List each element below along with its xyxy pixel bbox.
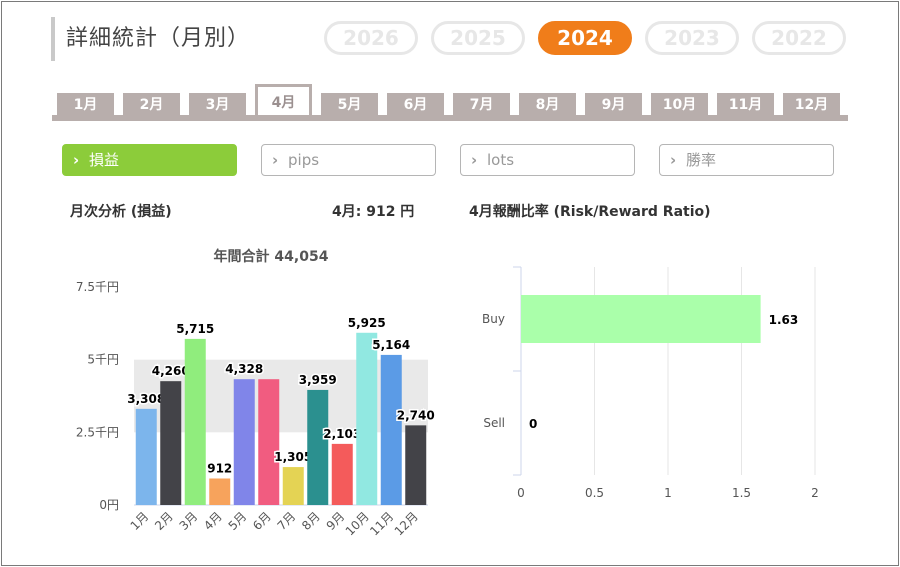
- x-tick-label: 0.5: [585, 486, 604, 500]
- monthly-pl-chart: 0円 2.5千円 5千円 7.5千円 年間合計 44,054 3,308 1月 4,260 2月…: [76, 248, 436, 538]
- x-tick-label: 8月: [299, 509, 323, 533]
- month-tab-baseline: [52, 115, 848, 121]
- filter-label: 勝率: [686, 151, 717, 169]
- bar-buy[interactable]: [521, 295, 761, 343]
- bar-data-label: 3,959: [299, 373, 337, 387]
- x-tick-label: 12月: [392, 509, 421, 538]
- x-tick-label: 1: [664, 486, 672, 500]
- chart-title: 年間合計 44,054: [214, 248, 329, 265]
- x-tick-label: 5月: [226, 509, 250, 533]
- bar-data-label: 4,260: [152, 364, 190, 378]
- x-tick-label: 3月: [177, 509, 201, 533]
- bar-9月[interactable]: [331, 443, 353, 505]
- chevron-right-icon: ›: [73, 151, 80, 169]
- bar-6月[interactable]: [258, 379, 280, 505]
- y-tick-label: 5千円: [87, 353, 119, 367]
- x-tick-label: 2: [811, 486, 819, 500]
- y-tick-label: 0円: [99, 498, 119, 512]
- category-label: Sell: [483, 416, 505, 430]
- month-tab-5[interactable]: 5月: [321, 93, 378, 117]
- month-tab-11[interactable]: 11月: [717, 93, 774, 117]
- bar-data-label: 4,328: [225, 362, 263, 376]
- year-tab-2023[interactable]: 2023: [645, 21, 739, 55]
- year-tab-2022[interactable]: 2022: [752, 21, 846, 55]
- y-tick-label: 7.5千円: [76, 280, 119, 294]
- month-tab-6[interactable]: 6月: [387, 93, 444, 117]
- bar-7月[interactable]: [282, 467, 304, 505]
- bar-12月[interactable]: [405, 425, 427, 505]
- bar-data-label: 5,715: [176, 322, 214, 336]
- month-tab-3[interactable]: 3月: [189, 93, 246, 117]
- month-tab-8[interactable]: 8月: [519, 93, 576, 117]
- bar-5月[interactable]: [233, 379, 255, 505]
- month-tab-2[interactable]: 2月: [123, 93, 180, 117]
- chevron-right-icon: ›: [670, 151, 677, 169]
- bar-data-label: 0: [529, 417, 537, 431]
- x-tick-label: 10月: [343, 509, 372, 538]
- bar-data-label: 1,305: [274, 450, 312, 464]
- risk-reward-chart: 0 0.5 1 1.5 2 Buy 1.63 Sell 0: [482, 266, 819, 500]
- month-tab-12[interactable]: 12月: [783, 93, 840, 117]
- month-tab-9[interactable]: 9月: [585, 93, 642, 117]
- y-tick-label: 2.5千円: [76, 425, 119, 439]
- x-tick-label: 1月: [128, 509, 152, 533]
- chart-band: [134, 359, 428, 433]
- bar-data-label: 5,925: [348, 316, 386, 330]
- x-tick-label: 0: [517, 486, 525, 500]
- chevron-right-icon: ›: [471, 151, 478, 169]
- filter-button-1[interactable]: › pips: [261, 144, 436, 176]
- month-tab-10[interactable]: 10月: [651, 93, 708, 117]
- x-tick-label: 2月: [152, 509, 176, 533]
- bar-data-label: 3,308: [127, 392, 165, 406]
- bar-4月[interactable]: [209, 478, 231, 505]
- bar-data-label: 1.63: [769, 313, 799, 327]
- bar-data-label: 912: [207, 461, 232, 475]
- year-tab-2025[interactable]: 2025: [431, 21, 525, 55]
- category-label: Buy: [482, 312, 505, 326]
- title-accent-bar: [51, 17, 55, 61]
- x-tick-label: 4月: [201, 509, 225, 533]
- bar-data-label: 5,164: [372, 338, 410, 352]
- x-tick-label: 7月: [275, 509, 299, 533]
- bar-11月[interactable]: [380, 354, 402, 505]
- bar-data-label: 2,103: [323, 427, 361, 441]
- year-tab-2024[interactable]: 2024: [538, 21, 632, 55]
- risk-reward-label: 4月報酬比率 (Risk/Reward Ratio): [469, 204, 711, 220]
- month-tab-1[interactable]: 1月: [57, 93, 114, 117]
- bar-1月[interactable]: [135, 408, 157, 505]
- filter-label: pips: [288, 151, 320, 169]
- x-tick-label: 1.5: [732, 486, 751, 500]
- month-tab-4[interactable]: 4月: [255, 84, 312, 121]
- filter-button-3[interactable]: › 勝率: [659, 144, 834, 176]
- filter-label: lots: [487, 151, 515, 169]
- selected-month-value: 4月: 912 円: [332, 204, 415, 220]
- year-tab-2026[interactable]: 2026: [324, 21, 418, 55]
- filter-button-2[interactable]: › lots: [460, 144, 635, 176]
- bar-10月[interactable]: [356, 332, 378, 505]
- filter-button-0[interactable]: › 損益: [62, 144, 237, 176]
- bar-2月[interactable]: [160, 381, 182, 505]
- x-tick-label: 11月: [367, 509, 396, 538]
- bar-3月[interactable]: [184, 338, 206, 505]
- bar-data-label: 2,740: [397, 408, 435, 422]
- bar-8月[interactable]: [307, 389, 329, 505]
- chevron-right-icon: ›: [272, 151, 279, 169]
- monthly-analysis-label: 月次分析 (損益): [70, 204, 172, 220]
- filter-label: 損益: [89, 151, 120, 169]
- month-tab-7[interactable]: 7月: [453, 93, 510, 117]
- page-title: 詳細統計（月別）: [66, 26, 251, 51]
- x-tick-label: 6月: [250, 509, 274, 533]
